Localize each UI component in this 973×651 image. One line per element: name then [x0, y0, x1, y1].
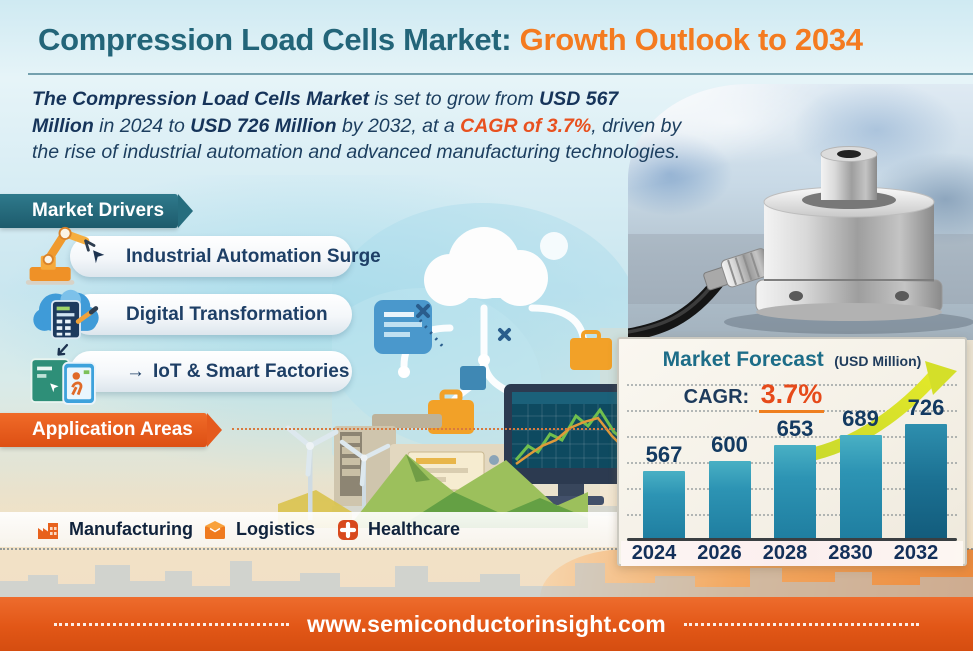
network-x-marks [416, 304, 511, 341]
forecast-bar-group: 726 [905, 395, 947, 539]
gridline [627, 436, 957, 438]
forecast-bars: 567 600 653 689 726 [631, 339, 957, 539]
cagr-row: CAGR: 3.7% [619, 379, 889, 413]
application-areas-banner: Application Areas [0, 413, 222, 447]
title-divider [28, 73, 973, 75]
bar-year-label: 2032 [893, 542, 939, 564]
driver-label: Industrial Automation Surge [126, 245, 381, 267]
intro-paragraph: The Compression Load Cells Market is set… [32, 88, 682, 163]
arrow-right-icon: → [126, 360, 145, 382]
factory-icon [38, 522, 58, 539]
dotted-separator-line [0, 548, 973, 550]
website-url[interactable]: www.semiconductorinsight.com [307, 610, 666, 637]
app-item-healthcare: Healthcare [337, 512, 460, 547]
bar-value-label: 689 [842, 406, 879, 431]
bar-year-label: 2028 [762, 542, 808, 564]
forecast-bar [905, 424, 947, 539]
city-skyline-silhouette [0, 561, 973, 598]
app-label: Logistics [236, 519, 316, 539]
app-item-logistics: Logistics [203, 512, 315, 547]
forecast-bar-group: 653 [774, 416, 816, 539]
bar-value-label: 567 [645, 442, 683, 467]
cloud-computing-icon [33, 289, 99, 340]
load-cell-hub [821, 154, 877, 200]
page-title-accent: Growth Outlook to 2034 [511, 22, 863, 57]
load-cell-photo [628, 84, 973, 340]
bar-value-label: 653 [776, 416, 814, 441]
driver-label: Digital Transformation [126, 303, 328, 325]
market-drivers-banner: Market Drivers [0, 194, 194, 228]
chart-year-axis: 2024 2026 2028 2830 2032 [621, 541, 963, 566]
bar-year-label: 2830 [828, 542, 873, 564]
load-cell-device [628, 146, 973, 340]
application-areas-strip: Manufacturing Logistics Healthcare [0, 512, 645, 547]
app-label: Manufacturing [69, 519, 193, 539]
market-drivers-heading: Market Drivers [32, 200, 165, 221]
market-forecast-panel: Market Forecast (USD Million) CAGR: 3.7%… [617, 337, 967, 566]
forecast-bar [643, 471, 685, 539]
package-icon [205, 520, 225, 539]
app-item-manufacturing: Manufacturing [36, 512, 193, 547]
page-title: Compression Load Cells Market: Growth Ou… [38, 22, 863, 58]
bar-value-label: 600 [711, 432, 748, 457]
intro-value-2032: USD 726 Million [190, 114, 337, 137]
forecast-bar [839, 435, 882, 539]
monitor-chart-illustration [504, 384, 636, 505]
application-areas-heading: Application Areas [32, 419, 193, 440]
forecast-bar [774, 445, 816, 539]
bar-year-label: 2026 [697, 542, 742, 564]
driver-item-digital-transformation: Digital Transformation [70, 294, 352, 335]
forecast-bar [708, 461, 751, 539]
forecast-bar-group: 600 [708, 432, 751, 539]
forecast-unit: (USD Million) [834, 353, 922, 369]
cagr-label: CAGR: [683, 386, 750, 408]
bar-value-label: 726 [907, 395, 945, 420]
intro-value-2024: USD 567 Million [32, 88, 619, 137]
page-title-main: Compression Load Cells Market: [38, 22, 512, 57]
forecast-bar-group: 689 [839, 406, 882, 539]
chart-baseline [627, 538, 957, 541]
gridline [627, 384, 957, 386]
document-icon [374, 300, 432, 354]
forecast-bar-group: 567 [643, 442, 685, 539]
app-label: Healthcare [368, 519, 461, 539]
forecast-title: Market Forecast [662, 348, 824, 371]
cable-gland [703, 248, 772, 291]
footer-dotted-line [683, 622, 919, 626]
gridline [627, 410, 957, 412]
forecast-title-row: Market Forecast (USD Million) [619, 348, 965, 372]
briefcase-icon [570, 330, 612, 370]
medical-cross-icon [338, 519, 358, 540]
sensor-cable [628, 275, 725, 340]
wind-turbine-icon [339, 439, 391, 520]
intro-market-name: The Compression Load Cells Market [32, 88, 369, 110]
bar-year-label: 2024 [631, 542, 677, 564]
cloud-icon [424, 227, 548, 306]
intro-cagr: CAGR of 3.7% [460, 114, 592, 137]
dotted-connector-line [232, 428, 627, 430]
footer-dotted-line [54, 622, 290, 626]
cagr-value: 3.7% [758, 379, 825, 413]
footer-banner: www.semiconductorinsight.com [0, 597, 973, 651]
smart-factory-icon [30, 343, 96, 405]
driver-item-industrial-automation: Industrial Automation Surge [70, 236, 381, 277]
robot-arm-icon [25, 226, 105, 285]
driver-item-iot-smart-factories: → IoT & Smart Factories [70, 351, 352, 392]
driver-label: IoT & Smart Factories [153, 360, 350, 382]
